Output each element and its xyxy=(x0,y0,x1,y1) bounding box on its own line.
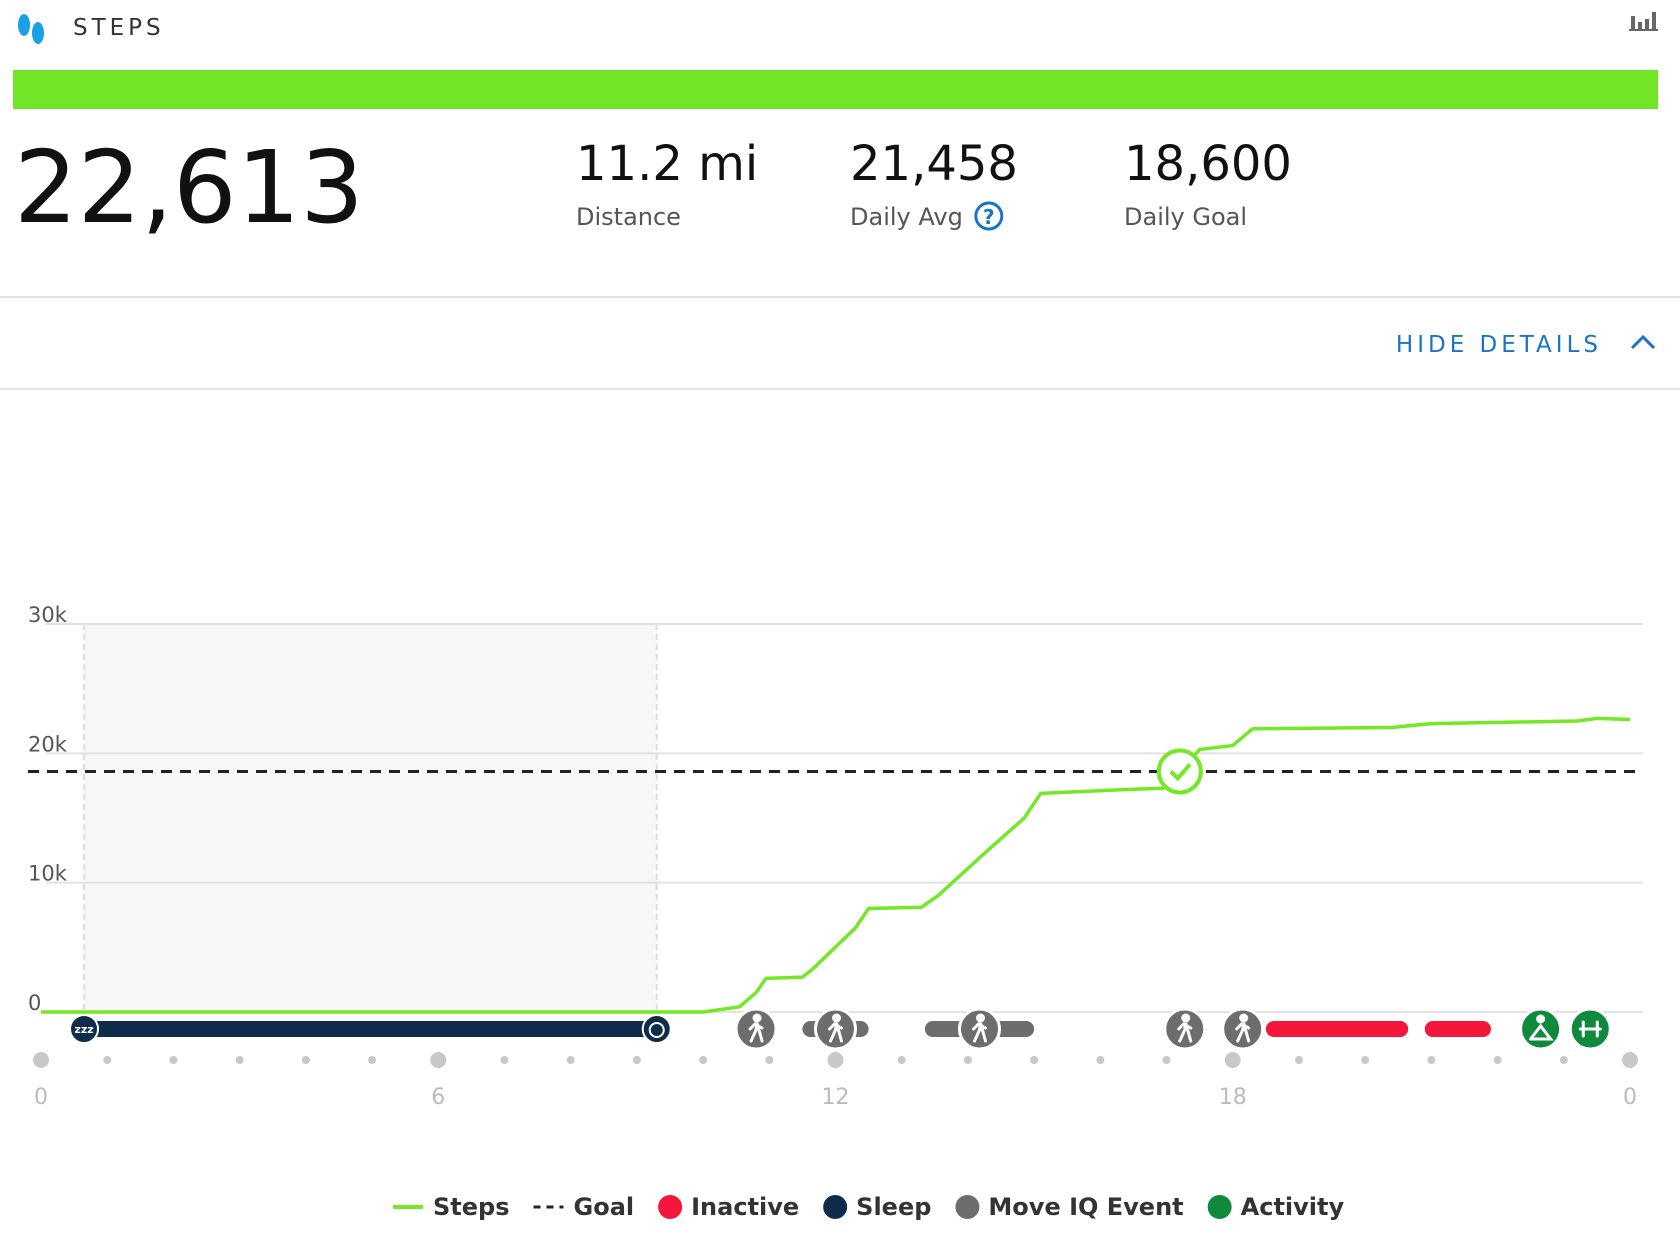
glyph-head xyxy=(1239,1013,1249,1023)
total-steps: 22,613 xyxy=(14,129,364,246)
hour-dot xyxy=(566,1056,575,1064)
hour-dot xyxy=(1294,1056,1303,1064)
hour-dot xyxy=(1096,1056,1105,1064)
goal-check xyxy=(1169,763,1192,782)
sleep-start-glyph: zzz xyxy=(74,1023,93,1036)
x-tick-mark xyxy=(430,1052,447,1068)
x-tick-mark xyxy=(1622,1052,1638,1068)
y-tick-label: 20k xyxy=(28,732,68,756)
steps-line xyxy=(41,716,1631,1014)
y-tick-label: 10k xyxy=(28,862,68,886)
hour-dot xyxy=(1559,1056,1568,1064)
hour-dot xyxy=(1493,1056,1502,1064)
card-title: STEPS xyxy=(73,15,165,41)
hour-dot xyxy=(1162,1056,1171,1064)
stat-value: 11.2 mi xyxy=(576,136,758,192)
hour-dot xyxy=(1030,1056,1039,1064)
x-tick-mark xyxy=(33,1052,49,1068)
glyph-arms xyxy=(1177,1022,1193,1031)
goal-reached-marker xyxy=(1156,748,1203,795)
hour-dot xyxy=(765,1056,774,1064)
event-glyph xyxy=(972,1013,988,1043)
glyph-head xyxy=(832,1013,841,1023)
glyph-arms xyxy=(1235,1022,1251,1031)
hour-dot xyxy=(368,1056,377,1064)
hour-dot xyxy=(169,1056,178,1064)
legend-label: Activity xyxy=(1241,1193,1345,1221)
hour-dot xyxy=(699,1056,708,1064)
legend-swatch xyxy=(823,1195,848,1219)
glyph-arms xyxy=(748,1022,764,1031)
toggle-details[interactable]: HIDE DETAILS xyxy=(1396,332,1602,358)
wake-icon xyxy=(641,1014,672,1044)
stat-label: Daily Goal xyxy=(1124,203,1247,231)
chart-type-button[interactable] xyxy=(1629,12,1658,31)
stat-value: 21,458 xyxy=(850,136,1018,192)
wake-glyph xyxy=(648,1022,665,1038)
glyph-head xyxy=(752,1013,762,1023)
event-glyph xyxy=(1235,1013,1251,1043)
event-glyph xyxy=(1578,1020,1602,1038)
help-icon[interactable] xyxy=(974,201,1004,231)
glyph-arms xyxy=(972,1022,988,1031)
y-tick-label: 0 xyxy=(28,991,41,1015)
hour-dot xyxy=(103,1056,112,1064)
hour-dot xyxy=(897,1056,906,1064)
progress-bar xyxy=(13,70,1658,109)
hour-dot xyxy=(963,1056,972,1064)
glyph-head xyxy=(976,1013,986,1023)
hour-dot xyxy=(301,1056,310,1064)
legend-label: Inactive xyxy=(691,1193,799,1221)
stat-value: 18,600 xyxy=(1124,136,1292,192)
sleep-bar xyxy=(84,1021,657,1037)
legend-label: Goal xyxy=(574,1193,635,1221)
glyph-body xyxy=(1529,1023,1554,1041)
x-tick-mark xyxy=(1224,1052,1241,1068)
event-glyph xyxy=(1529,1014,1554,1041)
inactive-bar xyxy=(1265,1021,1409,1037)
x-tick-label: 12 xyxy=(822,1085,850,1110)
hour-dot xyxy=(235,1056,244,1064)
sleep-shade xyxy=(84,624,657,1012)
legend-label: Sleep xyxy=(856,1193,931,1221)
steps-icon xyxy=(18,14,44,44)
legend-label: Move IQ Event xyxy=(988,1193,1183,1221)
stat-label: Distance xyxy=(576,203,681,231)
x-tick-label: 0 xyxy=(34,1085,48,1110)
glyph-arms xyxy=(828,1022,843,1031)
x-tick-label: 6 xyxy=(431,1085,445,1110)
help-icon-glyph: ? xyxy=(983,205,995,229)
stat-label: Daily Avg xyxy=(850,203,963,231)
legend: Steps Goal Inactive Sleep Move IQ Event Activ… xyxy=(393,1193,1344,1221)
y-tick-label: 30k xyxy=(28,603,68,627)
legend-swatch xyxy=(1207,1195,1232,1219)
glyph-head xyxy=(1181,1013,1191,1023)
x-tick-label: 0 xyxy=(1623,1085,1637,1110)
legend-swatch xyxy=(955,1195,980,1219)
x-tick-mark xyxy=(827,1052,844,1068)
hour-dot xyxy=(632,1056,641,1064)
x-tick-label: 18 xyxy=(1219,1085,1247,1110)
glyph-head xyxy=(1536,1014,1546,1024)
hour-dot xyxy=(1427,1056,1436,1064)
event-glyph xyxy=(748,1013,764,1043)
sleep-start-icon xyxy=(69,1014,100,1044)
hour-dot xyxy=(500,1056,509,1064)
hour-dot xyxy=(1361,1056,1370,1064)
event-glyph xyxy=(828,1013,843,1043)
chevron[interactable] xyxy=(1630,334,1656,350)
event-glyph xyxy=(1177,1013,1193,1043)
legend-swatch xyxy=(658,1195,683,1219)
legend-label: Steps xyxy=(433,1193,510,1221)
inactive-bar xyxy=(1424,1021,1491,1037)
